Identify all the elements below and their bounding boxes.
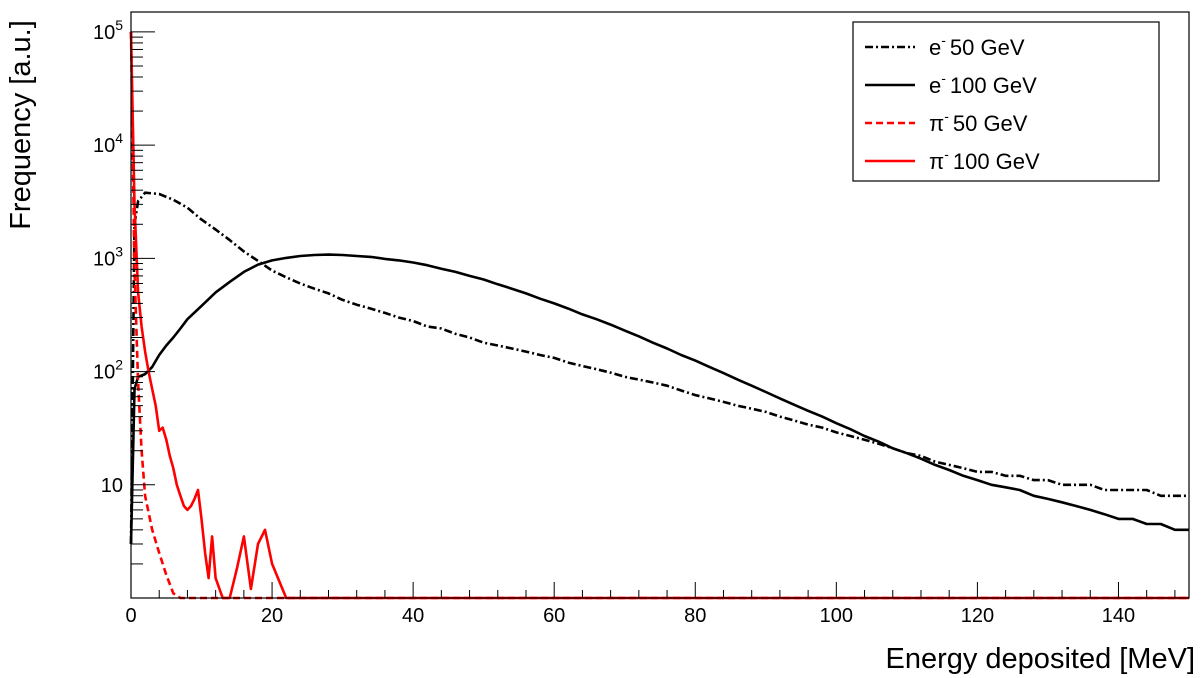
x-tick-label: 60 xyxy=(543,605,565,627)
plot-frame xyxy=(130,11,1190,599)
legend-box xyxy=(852,21,1160,182)
series-line-3 xyxy=(129,31,1189,600)
y-tick-label: 102 xyxy=(93,357,123,384)
legend-entry: π- 50 GeV xyxy=(929,108,1028,136)
series-line-1 xyxy=(129,253,1189,545)
x-tick-label: 20 xyxy=(261,605,283,627)
x-tick-label: 140 xyxy=(1102,605,1135,627)
y-tick-label: 105 xyxy=(93,17,123,44)
legend-entry: e- 100 GeV xyxy=(929,70,1037,98)
series-line-2 xyxy=(129,31,1189,600)
x-tick-label: 0 xyxy=(125,605,136,627)
tick-layer: 0 20 40 60 80 100 120 140 10 102 103 104 105 xyxy=(93,17,1176,627)
x-tick-label: 40 xyxy=(402,605,424,627)
x-tick-label: 100 xyxy=(820,605,853,627)
x-tick-label: 120 xyxy=(961,605,994,627)
legend-entry: π- 100 GeV xyxy=(929,146,1040,174)
x-axis-label: Energy deposited [MeV] xyxy=(885,643,1195,675)
legend: e- 50 GeV e- 100 GeV π- 50 GeV π- 100 GeV xyxy=(852,21,1160,182)
x-tick-label: 80 xyxy=(684,605,706,627)
series-layer xyxy=(129,31,1189,600)
y-axis-label: Frequency [a.u.] xyxy=(5,20,37,230)
y-tick-label: 103 xyxy=(93,243,123,270)
y-tick-label: 10 xyxy=(101,475,123,497)
legend-entry: e- 50 GeV xyxy=(929,32,1025,60)
series-line-0 xyxy=(129,191,1189,545)
y-tick-label: 104 xyxy=(93,130,123,157)
